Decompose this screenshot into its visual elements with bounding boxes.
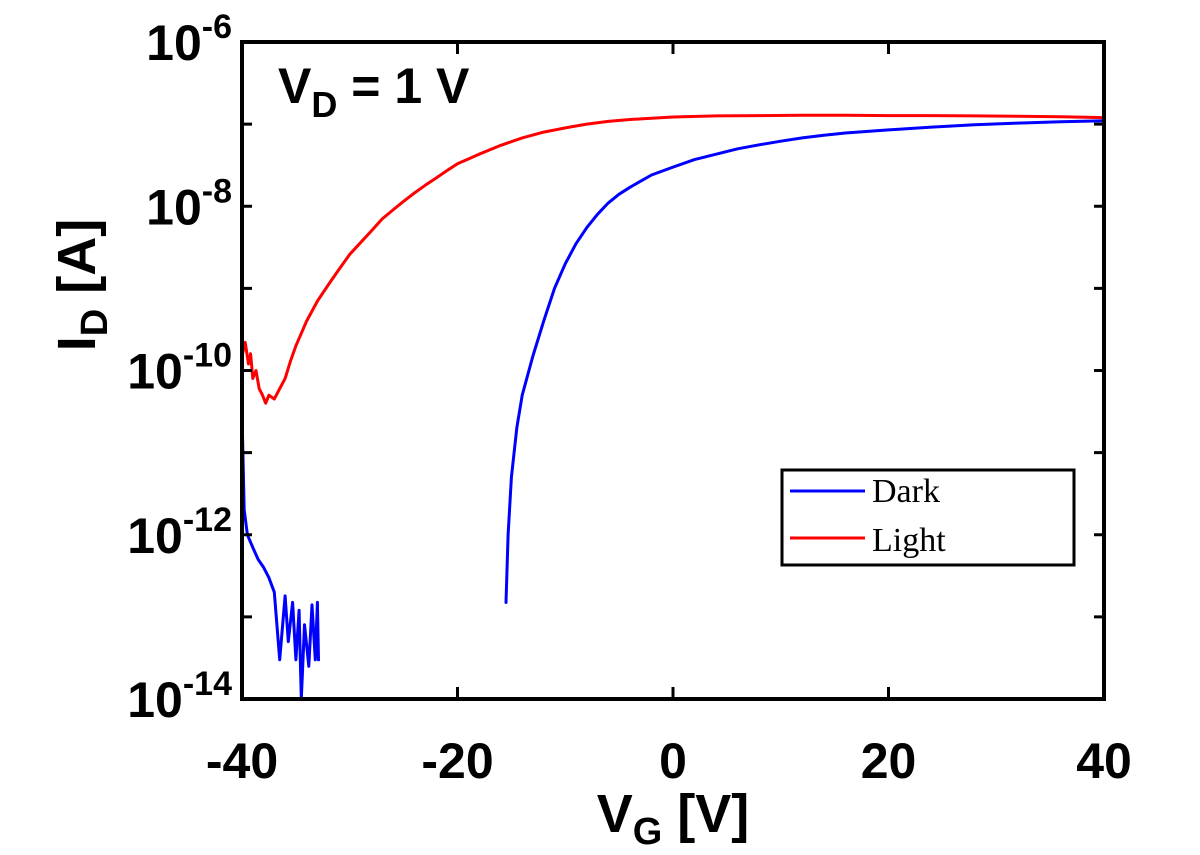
legend: Dark Light [780, 468, 1076, 567]
x-tick-label: -20 [421, 733, 493, 789]
y-axis-label: ID [A] [47, 219, 116, 351]
ylabel-rest: [A] [47, 219, 107, 309]
x-tick-label: 0 [659, 733, 687, 789]
tick-layer: -40 -20 0 20 40 10-6 10-8 10-10 10-12 10-14 [127, 8, 1132, 789]
x-tick-label: 20 [861, 733, 917, 789]
xlabel-rest: [V] [662, 784, 749, 844]
y-tick-label: 10-8 [146, 172, 232, 235]
legend-label-dark: Dark [872, 473, 940, 510]
y-tick-label: 10-10 [127, 337, 232, 400]
y-tick-label: 10-12 [127, 501, 232, 564]
vd-annotation: VD = 1 V [278, 58, 470, 125]
ylabel-main: I [47, 336, 107, 351]
ylabel-sub: D [74, 309, 116, 336]
annotation-rest: = 1 V [337, 58, 470, 114]
xlabel-sub: G [633, 811, 663, 853]
legend-box [780, 468, 1076, 567]
series-line-dark-branch-2 [504, 119, 1106, 604]
x-tick-label: 40 [1076, 733, 1132, 789]
series-line-dark [240, 411, 320, 701]
y-tick-label: 10-14 [127, 665, 232, 728]
series-layer [240, 113, 1106, 701]
annotation-sub: D [311, 84, 337, 125]
y-tick-label: 10-6 [146, 8, 232, 71]
xlabel-main: V [597, 784, 633, 844]
x-axis-label: VG [V] [597, 784, 750, 853]
annotation-main: V [278, 58, 312, 114]
legend-label-light: Light [872, 522, 946, 559]
series-line-light [240, 113, 1106, 405]
x-tick-label: -40 [206, 733, 278, 789]
